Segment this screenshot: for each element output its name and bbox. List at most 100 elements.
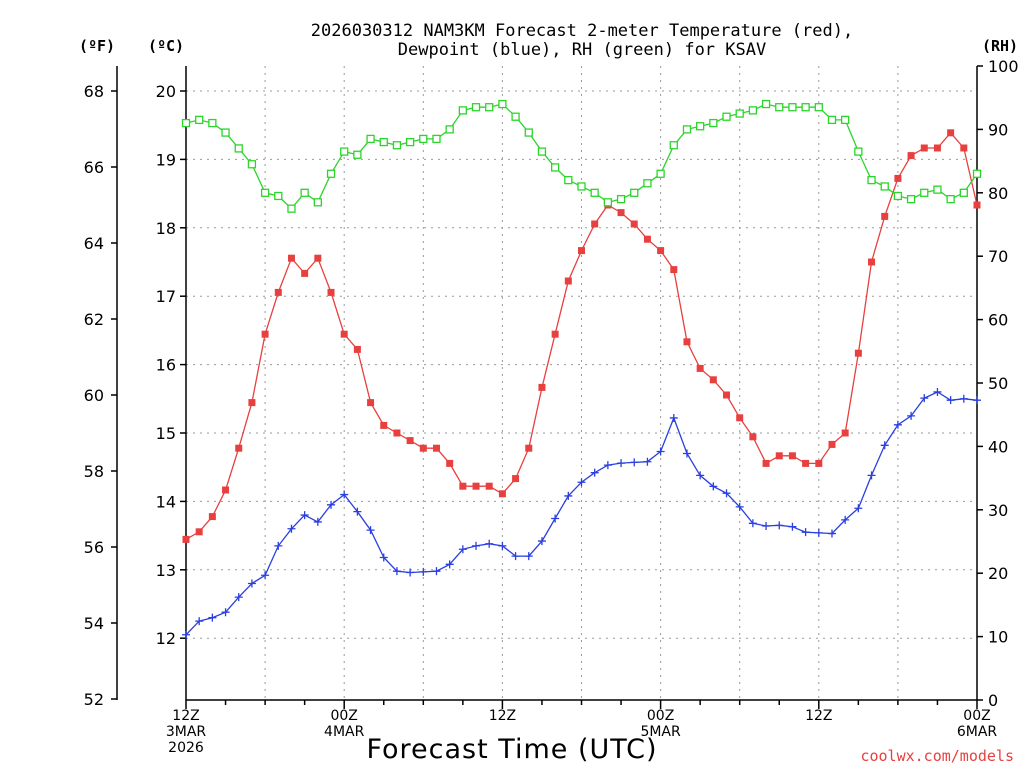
- dewpoint-point: [432, 567, 441, 576]
- rh-point: [761, 99, 771, 109]
- rh-point: [524, 128, 533, 137]
- rh-point: [485, 103, 494, 112]
- temperature-point: [327, 288, 335, 296]
- rh-point: [537, 147, 547, 156]
- dewpoint-point: [722, 489, 731, 498]
- fahrenheit-tick-label: 56: [84, 538, 104, 557]
- fahrenheit-unit-label: (ºF): [79, 37, 115, 55]
- rh-point: [801, 103, 810, 112]
- temperature-point: [802, 459, 810, 467]
- dewpoint-point: [366, 526, 375, 535]
- dewpoint-point: [247, 579, 256, 588]
- dewpoint-point: [946, 396, 955, 405]
- rh-point: [893, 191, 903, 201]
- dewpoint-point: [788, 522, 797, 531]
- temperature-point: [459, 482, 467, 490]
- dewpoint-point: [893, 420, 902, 429]
- celsius-tick-label: 18: [156, 219, 176, 238]
- rh-point: [445, 125, 454, 134]
- dewpoint-point: [656, 447, 665, 456]
- temperature-point: [274, 288, 282, 296]
- rh-point: [274, 191, 283, 201]
- temperature-point: [591, 220, 599, 228]
- rh-point: [959, 188, 968, 197]
- dewpoint-point: [762, 522, 771, 531]
- credit-text: coolwx.com/models: [860, 747, 1014, 765]
- rh-tick-label: 70: [988, 247, 1008, 266]
- rh-point: [972, 169, 982, 178]
- temperature-point: [235, 444, 243, 452]
- rh-point: [854, 147, 863, 156]
- dewpoint-point: [221, 608, 230, 617]
- dewpoint-point: [485, 539, 494, 548]
- rh-point: [208, 118, 217, 128]
- temperature-point: [894, 174, 902, 182]
- time-tick-label: 6MAR: [957, 724, 998, 740]
- temperature-point: [432, 444, 440, 452]
- dewpoint-point: [498, 541, 507, 550]
- rh-point: [643, 179, 652, 188]
- dewpoint-point: [564, 491, 573, 500]
- dewpoint-point: [643, 457, 652, 466]
- dewpoint-point: [748, 519, 757, 528]
- chart-title-line-1: 2026030312 NAM3KM Forecast 2-meter Tempe…: [311, 21, 853, 41]
- rh-point: [195, 115, 204, 125]
- dewpoint-point: [379, 553, 388, 562]
- dewpoint-point: [340, 490, 349, 499]
- rh-point: [577, 182, 586, 191]
- rh-point: [946, 194, 955, 204]
- rh-point: [906, 194, 916, 204]
- dewpoint-point: [537, 537, 546, 546]
- rh-point: [181, 118, 191, 128]
- dewpoint-point: [274, 541, 283, 550]
- rh-point: [353, 150, 362, 159]
- temperature-point: [788, 452, 796, 460]
- rh-tick-label: 100: [988, 57, 1019, 76]
- dewpoint-point: [287, 524, 296, 533]
- dewpoint-point: [313, 517, 322, 526]
- fahrenheit-tick-label: 64: [84, 234, 104, 253]
- temperature-point: [446, 459, 454, 467]
- temperature-point: [881, 212, 889, 220]
- rh-point: [880, 182, 889, 191]
- dewpoint-point: [472, 541, 481, 550]
- temperature-point: [525, 444, 533, 452]
- dewpoint-point: [973, 396, 981, 405]
- time-tick-label: 5MAR: [640, 724, 681, 740]
- dewpoint-point: [445, 560, 454, 569]
- temperature-point: [393, 429, 401, 437]
- temperature-point: [736, 414, 744, 422]
- dewpoint-point: [327, 500, 336, 509]
- temperature-point: [854, 349, 862, 357]
- temperature-point: [815, 459, 823, 467]
- fahrenheit-tick-label: 52: [84, 690, 104, 709]
- celsius-tick-label: 12: [156, 629, 176, 648]
- dewpoint-point: [709, 482, 718, 491]
- temperature-point: [578, 247, 585, 255]
- rh-point: [590, 188, 599, 197]
- x-axis-label: Forecast Time (UTC): [366, 734, 657, 765]
- temperature-point: [657, 247, 665, 255]
- dewpoint-point: [933, 387, 942, 396]
- rh-point: [748, 106, 758, 115]
- celsius-tick-label: 20: [156, 82, 176, 101]
- rh-tick-label: 40: [988, 437, 1008, 456]
- dewpoint-point: [617, 459, 626, 468]
- time-tick-label: 2026: [168, 740, 204, 756]
- rh-point: [221, 128, 230, 137]
- fahrenheit-tick-label: 58: [84, 462, 104, 481]
- fahrenheit-tick-label: 60: [84, 386, 104, 405]
- chart-title-line-2: Dewpoint (blue), RH (green) for KSAV: [398, 40, 766, 60]
- dewpoint-point: [182, 630, 190, 639]
- fahrenheit-tick-label: 54: [84, 614, 104, 633]
- rh-point: [827, 115, 837, 125]
- dewpoint-point: [524, 552, 533, 561]
- dewpoint-point: [195, 617, 204, 626]
- temperature-point: [261, 330, 269, 338]
- rh-tick-label: 30: [988, 501, 1008, 520]
- temperature-point: [195, 528, 203, 536]
- dewpoint-point: [630, 458, 639, 467]
- dewpoint-point: [669, 413, 678, 422]
- rh-point: [920, 188, 929, 197]
